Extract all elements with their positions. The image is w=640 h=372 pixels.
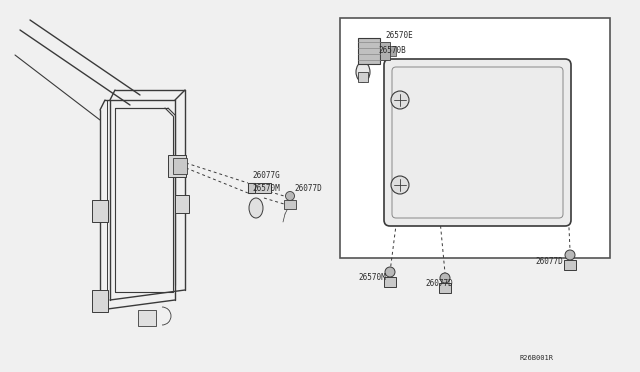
- Circle shape: [385, 267, 395, 277]
- Bar: [564, 260, 576, 270]
- Bar: [358, 38, 380, 64]
- Circle shape: [285, 192, 294, 201]
- Bar: [340, 18, 610, 258]
- Bar: [255, 183, 271, 193]
- Text: 26570E: 26570E: [385, 31, 413, 39]
- Bar: [175, 195, 189, 213]
- Ellipse shape: [356, 62, 370, 82]
- Circle shape: [391, 91, 409, 109]
- Bar: [168, 155, 186, 177]
- Text: 26077D: 26077D: [535, 257, 563, 266]
- Bar: [358, 72, 368, 82]
- Text: 26077D: 26077D: [294, 183, 322, 192]
- Text: 26570M: 26570M: [252, 183, 280, 192]
- Bar: [284, 200, 296, 209]
- Ellipse shape: [249, 198, 263, 218]
- Text: R26B001R: R26B001R: [520, 355, 554, 361]
- Bar: [138, 310, 156, 326]
- Bar: [380, 42, 390, 60]
- Bar: [439, 283, 451, 293]
- Bar: [390, 46, 396, 56]
- Text: 26570M: 26570M: [358, 273, 386, 282]
- Text: 26077G: 26077G: [252, 170, 280, 180]
- Bar: [92, 290, 108, 312]
- Bar: [173, 158, 187, 174]
- Text: 26077D: 26077D: [425, 279, 452, 288]
- Circle shape: [440, 273, 450, 283]
- Text: 26570B: 26570B: [378, 45, 406, 55]
- Polygon shape: [248, 183, 255, 193]
- Bar: [92, 200, 108, 222]
- Circle shape: [565, 250, 575, 260]
- FancyBboxPatch shape: [384, 59, 571, 226]
- Bar: [384, 277, 396, 287]
- Circle shape: [391, 176, 409, 194]
